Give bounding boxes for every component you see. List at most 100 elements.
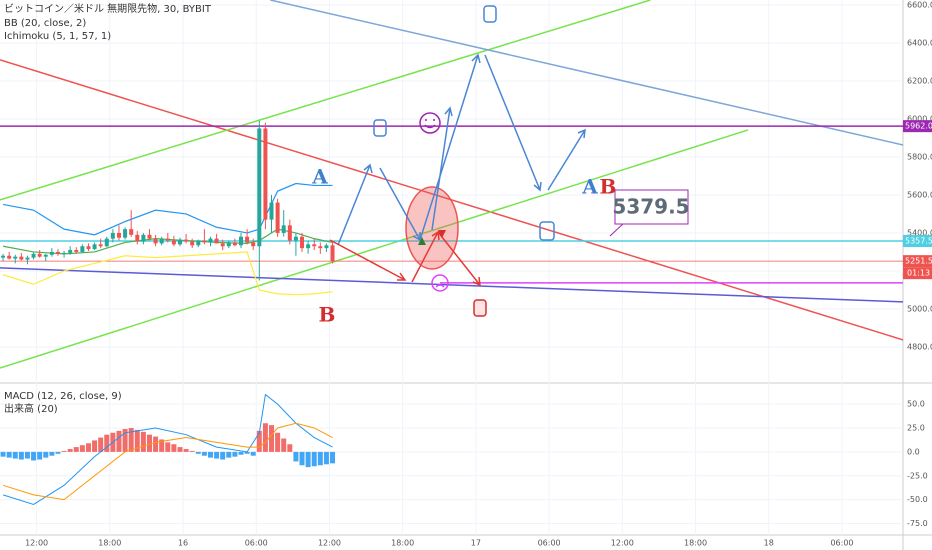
candle-body — [330, 245, 335, 262]
candle-body — [269, 202, 274, 220]
indicator-label: Ichimoku (5, 1, 57, 1) — [4, 31, 111, 42]
candle-body — [31, 253, 36, 258]
candle-body — [165, 238, 170, 241]
y-tick-label: -75.0 — [907, 519, 928, 528]
price-label: 5251.5 — [905, 257, 932, 266]
y-tick-label: 6600.0 — [907, 0, 932, 9]
smiley — [419, 112, 441, 134]
candle-body — [300, 236, 305, 249]
y-tick-label: 5000.0 — [907, 304, 932, 313]
histogram-bar — [183, 449, 189, 452]
candle-body — [13, 256, 18, 259]
arrow — [329, 239, 407, 281]
histogram-bar — [49, 451, 55, 456]
histogram-bar — [232, 451, 238, 457]
y-tick-label: 25.0 — [907, 423, 925, 432]
macd-line — [2, 393, 333, 505]
candle-body — [263, 128, 268, 220]
x-tick-label: 12:00 — [25, 539, 48, 548]
frown — [431, 274, 449, 292]
histogram-bar — [311, 451, 317, 467]
histogram-bar — [323, 451, 329, 465]
candle-body — [135, 234, 140, 242]
candle-body — [129, 229, 134, 235]
histogram-bar — [31, 451, 37, 461]
candle-body — [196, 240, 201, 246]
y-tick-label: 5400.0 — [907, 228, 932, 237]
band-line — [2, 182, 333, 236]
x-tick-label: 12:00 — [318, 539, 341, 548]
arrow — [431, 106, 453, 231]
annotation: A — [581, 175, 598, 199]
candle-body — [293, 236, 298, 241]
candle-body — [74, 250, 79, 252]
histogram-bar — [98, 437, 104, 452]
candle-body — [251, 242, 256, 247]
y-tick-label: 5600.0 — [907, 190, 932, 199]
histogram-bar — [250, 451, 256, 456]
candle-body — [110, 232, 115, 239]
arrow — [437, 231, 481, 287]
histogram-bar — [159, 439, 165, 452]
x-tick-label: 18:00 — [391, 539, 414, 548]
callout-box — [614, 189, 689, 225]
sketch — [329, 5, 689, 317]
candle-body — [55, 251, 60, 254]
candle-body — [324, 245, 329, 249]
marks — [0, 120, 336, 505]
histogram-bar — [92, 440, 98, 452]
trend-line — [0, 129, 749, 369]
candle-body — [306, 244, 311, 249]
candle-body — [98, 244, 103, 247]
price-label-bg — [903, 235, 932, 248]
arrow — [484, 54, 542, 192]
candle-body — [177, 239, 182, 245]
histogram-bar — [293, 451, 299, 462]
trend-line — [0, 0, 651, 201]
histogram-bar — [0, 451, 6, 457]
histogram-bar — [244, 451, 250, 454]
candle-body — [116, 232, 121, 238]
histogram-bar — [195, 451, 201, 454]
candle-body — [281, 225, 286, 233]
up-icon — [418, 237, 426, 245]
candle-body — [208, 238, 213, 243]
price-label-bg — [903, 120, 932, 133]
histogram-bar — [85, 443, 91, 452]
candle-body — [104, 238, 109, 247]
candle-body — [214, 238, 219, 244]
histogram-bar — [140, 431, 146, 452]
y-tick-label: 6200.0 — [907, 76, 932, 85]
y-tick-label: 6400.0 — [907, 38, 932, 47]
histogram-bar — [122, 428, 128, 452]
histogram-bar — [299, 451, 305, 466]
histogram-bar — [79, 445, 85, 452]
candle-body — [190, 241, 195, 246]
candle-body — [220, 243, 225, 247]
indicator-label: 出来高 (20) — [4, 402, 58, 415]
histogram-bar — [256, 430, 262, 452]
candle-body — [226, 242, 231, 247]
candle-body — [19, 256, 24, 260]
x-tick-label: 16 — [178, 539, 188, 548]
candle-body — [239, 236, 244, 246]
hand-icon — [539, 221, 555, 241]
histogram-bar — [226, 451, 232, 458]
candle-body — [202, 240, 207, 243]
candle-body — [86, 246, 91, 250]
histogram-bar — [171, 444, 177, 452]
histogram-bar — [177, 447, 183, 452]
arrow — [547, 128, 586, 191]
histogram-bar — [269, 425, 275, 452]
histogram-bar — [153, 436, 159, 452]
histogram-bar — [116, 430, 122, 452]
candle-body — [123, 229, 128, 238]
y-tick-label: 4800.0 — [907, 342, 932, 351]
histogram-bar — [55, 451, 61, 454]
band-line — [2, 228, 333, 255]
x-tick-label: 18:00 — [684, 539, 707, 548]
candle-body — [62, 252, 67, 254]
histogram-bar — [201, 451, 207, 456]
histogram-bar — [73, 447, 79, 452]
